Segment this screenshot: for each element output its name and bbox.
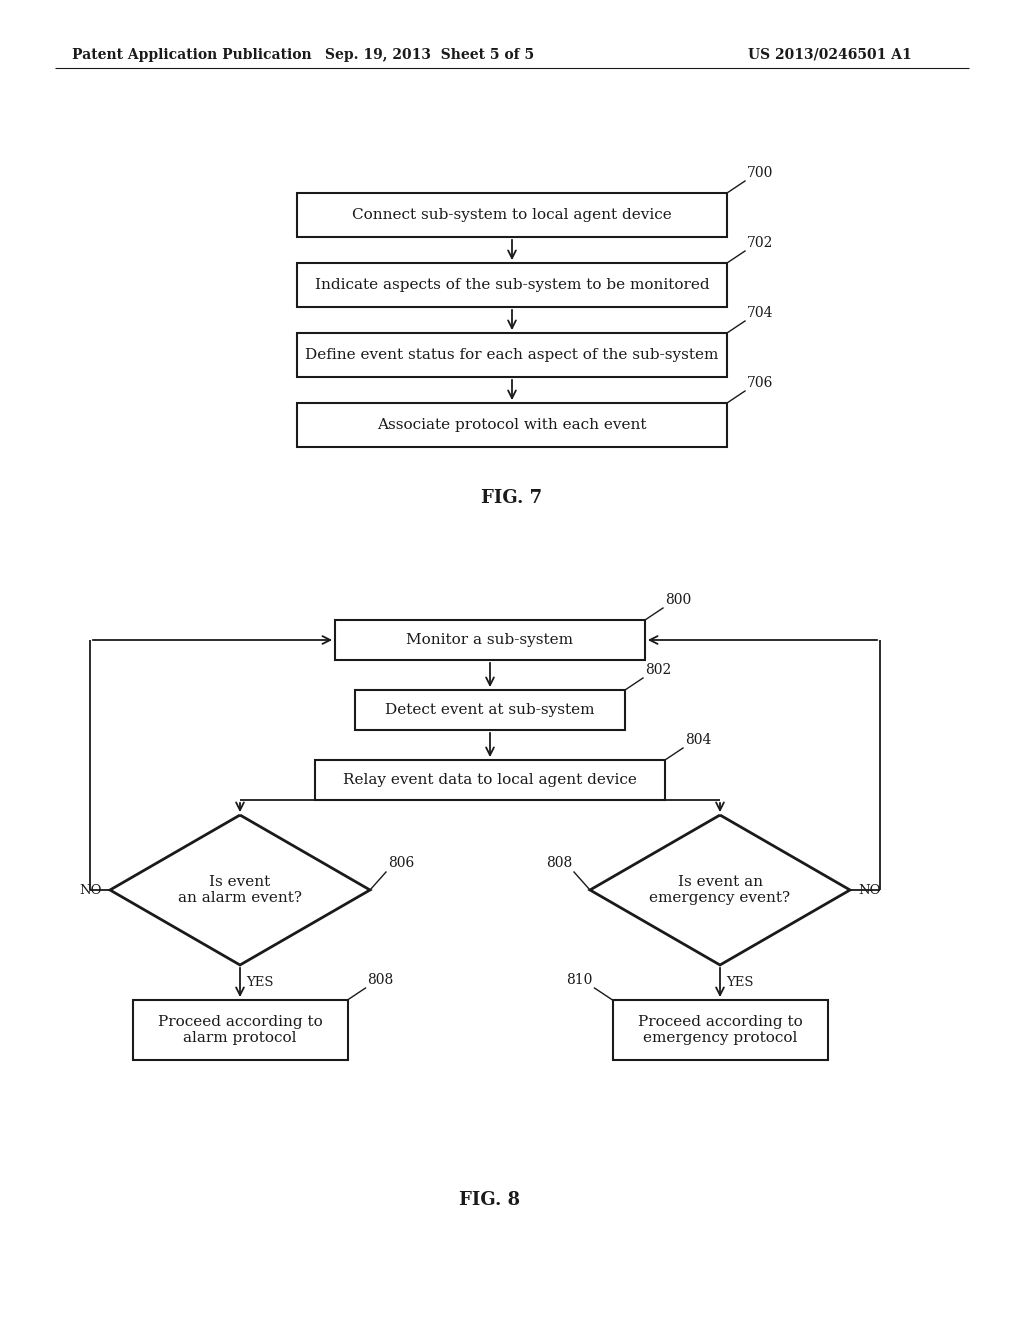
Text: Define event status for each aspect of the sub-system: Define event status for each aspect of t… bbox=[305, 348, 719, 362]
Text: 806: 806 bbox=[388, 855, 415, 870]
Text: 704: 704 bbox=[746, 306, 773, 319]
Text: FIG. 8: FIG. 8 bbox=[460, 1191, 520, 1209]
Text: Associate protocol with each event: Associate protocol with each event bbox=[377, 418, 647, 432]
FancyBboxPatch shape bbox=[612, 1001, 827, 1060]
Text: Is event an
emergency event?: Is event an emergency event? bbox=[649, 875, 791, 906]
Text: US 2013/0246501 A1: US 2013/0246501 A1 bbox=[749, 48, 912, 62]
Text: 706: 706 bbox=[746, 376, 773, 389]
Text: NO: NO bbox=[80, 883, 102, 896]
FancyBboxPatch shape bbox=[297, 263, 727, 308]
Text: 804: 804 bbox=[685, 733, 712, 747]
FancyBboxPatch shape bbox=[132, 1001, 347, 1060]
Text: YES: YES bbox=[726, 975, 754, 989]
FancyBboxPatch shape bbox=[297, 333, 727, 378]
Text: 802: 802 bbox=[645, 663, 672, 677]
Text: Detect event at sub-system: Detect event at sub-system bbox=[385, 704, 595, 717]
FancyBboxPatch shape bbox=[335, 620, 645, 660]
Text: Indicate aspects of the sub-system to be monitored: Indicate aspects of the sub-system to be… bbox=[314, 279, 710, 292]
Text: Sep. 19, 2013  Sheet 5 of 5: Sep. 19, 2013 Sheet 5 of 5 bbox=[326, 48, 535, 62]
FancyBboxPatch shape bbox=[297, 403, 727, 447]
Text: Patent Application Publication: Patent Application Publication bbox=[72, 48, 311, 62]
Text: 702: 702 bbox=[746, 236, 773, 249]
Text: 810: 810 bbox=[566, 973, 593, 987]
Text: Connect sub-system to local agent device: Connect sub-system to local agent device bbox=[352, 209, 672, 222]
Text: Proceed according to
emergency protocol: Proceed according to emergency protocol bbox=[638, 1015, 803, 1045]
FancyBboxPatch shape bbox=[297, 193, 727, 238]
Text: Is event
an alarm event?: Is event an alarm event? bbox=[178, 875, 302, 906]
Text: 808: 808 bbox=[368, 973, 394, 987]
Text: 808: 808 bbox=[546, 855, 572, 870]
Text: NO: NO bbox=[858, 883, 881, 896]
Text: FIG. 7: FIG. 7 bbox=[481, 488, 543, 507]
Text: YES: YES bbox=[246, 975, 273, 989]
Text: 700: 700 bbox=[746, 166, 773, 180]
Text: Relay event data to local agent device: Relay event data to local agent device bbox=[343, 774, 637, 787]
Text: Monitor a sub-system: Monitor a sub-system bbox=[407, 634, 573, 647]
FancyBboxPatch shape bbox=[315, 760, 665, 800]
FancyBboxPatch shape bbox=[355, 690, 625, 730]
Text: 800: 800 bbox=[665, 593, 691, 607]
Text: Proceed according to
alarm protocol: Proceed according to alarm protocol bbox=[158, 1015, 323, 1045]
